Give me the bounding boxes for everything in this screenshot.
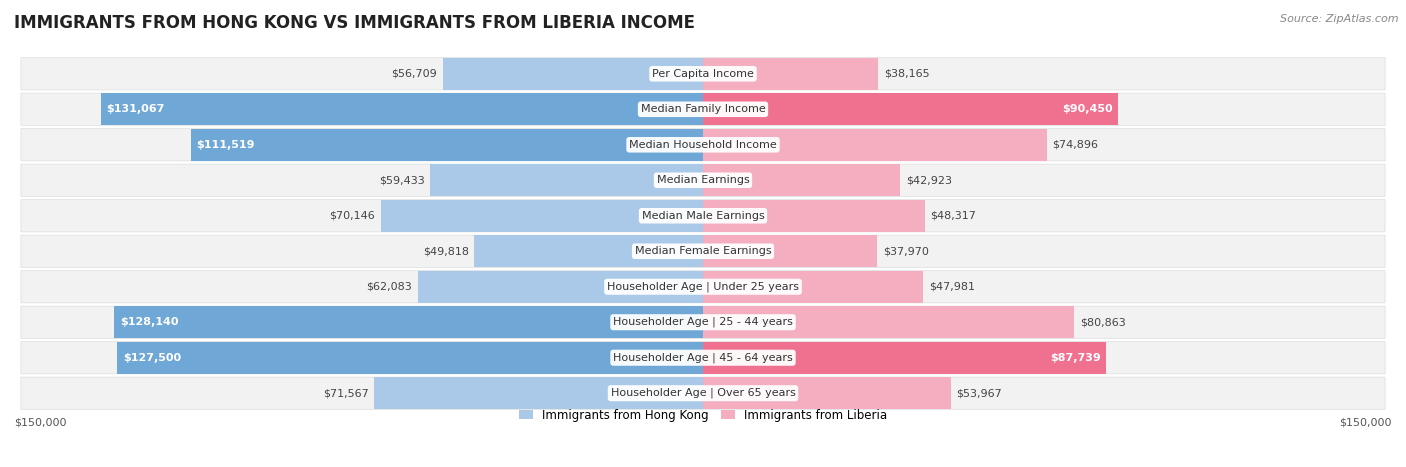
Text: Median Female Earnings: Median Female Earnings [634,246,772,256]
Text: $48,317: $48,317 [931,211,976,221]
FancyBboxPatch shape [21,235,1385,267]
Text: $87,739: $87,739 [1050,353,1101,363]
Text: $47,981: $47,981 [929,282,974,292]
Bar [703,377,950,409]
Bar [443,58,703,90]
Bar [101,93,703,125]
Text: Median Male Earnings: Median Male Earnings [641,211,765,221]
Text: IMMIGRANTS FROM HONG KONG VS IMMIGRANTS FROM LIBERIA INCOME: IMMIGRANTS FROM HONG KONG VS IMMIGRANTS … [14,14,695,32]
Bar [474,235,703,267]
FancyBboxPatch shape [21,129,1385,161]
Text: $53,967: $53,967 [956,388,1002,398]
Text: $37,970: $37,970 [883,246,929,256]
Text: $42,923: $42,923 [905,175,952,185]
Bar [703,342,1107,374]
Text: $127,500: $127,500 [122,353,181,363]
Bar [117,342,703,374]
Text: $128,140: $128,140 [120,317,179,327]
Text: $80,863: $80,863 [1080,317,1126,327]
Text: $59,433: $59,433 [378,175,425,185]
Text: $150,000: $150,000 [1340,417,1392,428]
Bar [430,164,703,196]
Text: Per Capita Income: Per Capita Income [652,69,754,79]
Bar [703,271,924,303]
Text: Median Family Income: Median Family Income [641,104,765,114]
FancyBboxPatch shape [21,342,1385,374]
Text: $49,818: $49,818 [423,246,468,256]
FancyBboxPatch shape [21,306,1385,338]
Text: $74,896: $74,896 [1053,140,1098,150]
Legend: Immigrants from Hong Kong, Immigrants from Liberia: Immigrants from Hong Kong, Immigrants fr… [513,404,893,426]
Text: Householder Age | 45 - 64 years: Householder Age | 45 - 64 years [613,353,793,363]
Bar [703,200,925,232]
Text: $62,083: $62,083 [367,282,412,292]
Bar [703,164,900,196]
FancyBboxPatch shape [21,271,1385,303]
Bar [381,200,703,232]
Text: $71,567: $71,567 [323,388,368,398]
Bar [703,306,1074,338]
FancyBboxPatch shape [21,164,1385,196]
Text: Median Earnings: Median Earnings [657,175,749,185]
Text: $90,450: $90,450 [1063,104,1114,114]
Bar [703,93,1118,125]
Bar [114,306,703,338]
Text: $38,165: $38,165 [884,69,929,79]
Text: Source: ZipAtlas.com: Source: ZipAtlas.com [1281,14,1399,24]
Text: Householder Age | Over 65 years: Householder Age | Over 65 years [610,388,796,398]
Text: Median Household Income: Median Household Income [628,140,778,150]
Bar [418,271,703,303]
Text: $56,709: $56,709 [391,69,437,79]
FancyBboxPatch shape [21,93,1385,125]
Bar [703,58,879,90]
Text: Householder Age | 25 - 44 years: Householder Age | 25 - 44 years [613,317,793,327]
Text: $111,519: $111,519 [197,140,254,150]
Bar [374,377,703,409]
FancyBboxPatch shape [21,377,1385,409]
Bar [703,129,1047,161]
Text: $70,146: $70,146 [329,211,375,221]
Bar [191,129,703,161]
Text: Householder Age | Under 25 years: Householder Age | Under 25 years [607,282,799,292]
Text: $150,000: $150,000 [14,417,66,428]
Text: $131,067: $131,067 [107,104,165,114]
FancyBboxPatch shape [21,58,1385,90]
Bar [703,235,877,267]
FancyBboxPatch shape [21,200,1385,232]
